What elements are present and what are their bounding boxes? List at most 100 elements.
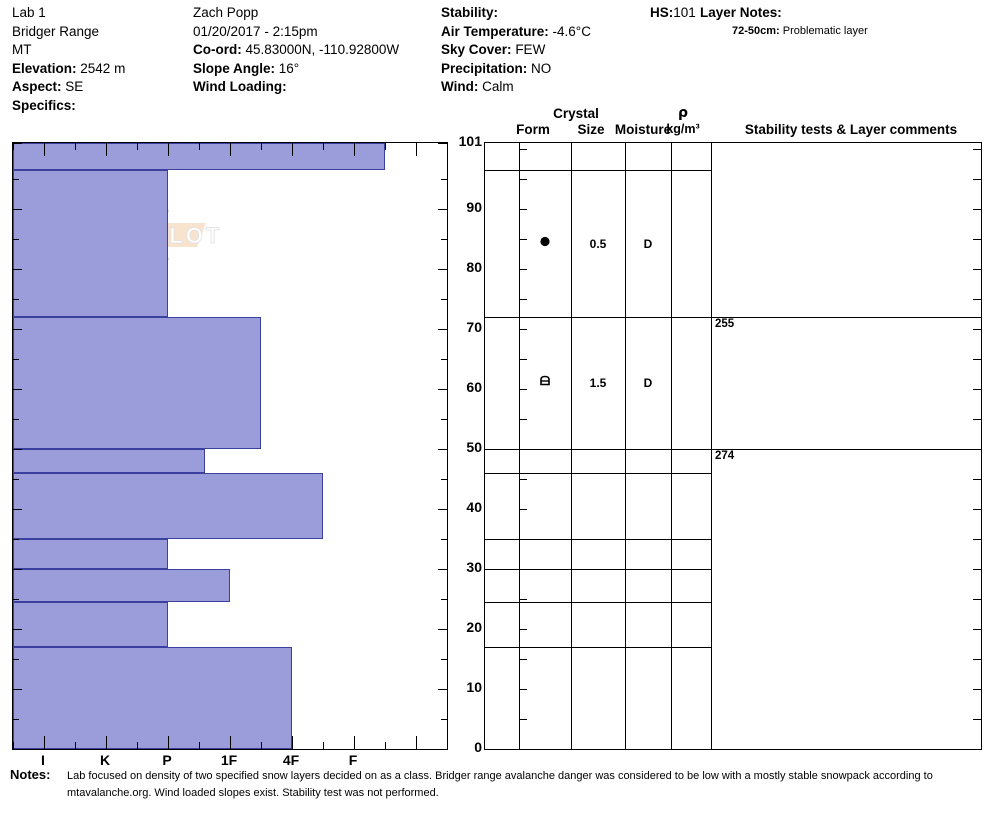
y-axis-label: 10 [466, 679, 482, 695]
table-row-divider [485, 569, 711, 570]
table-row-divider [485, 317, 711, 318]
location-value-4: SE [65, 79, 84, 95]
y-tick-left [13, 599, 19, 600]
y-tick [438, 389, 447, 390]
observation-label-4: Wind Loading: [193, 79, 287, 95]
table-tick [519, 539, 527, 540]
y-tick [438, 209, 447, 210]
y-tick [438, 509, 447, 510]
x-tick [106, 736, 107, 749]
grain-size-cell: 0.5 [589, 236, 607, 251]
column-title-form: Form [516, 122, 550, 137]
hardness-axis-labels: I K P 1F 4F F [12, 752, 448, 772]
table-tick [519, 209, 527, 210]
table-tick [519, 509, 527, 510]
location-label-3: Elevation: [12, 60, 77, 76]
table-tick-right [973, 719, 981, 720]
y-axis-label: 70 [466, 319, 482, 335]
location-value-3: 2542 m [80, 60, 126, 76]
table-tick [519, 569, 527, 570]
melt-freeze-icon [540, 375, 550, 386]
weather-value-2: FEW [515, 42, 546, 58]
y-tick-left [13, 419, 19, 420]
observation-value-2: 45.83000N, -110.92800W [245, 42, 400, 58]
x-tick [447, 742, 448, 749]
x-axis-label: P [162, 752, 172, 768]
table-tick [519, 479, 527, 480]
x-tick-top [230, 143, 231, 156]
table-tick-right [973, 479, 981, 480]
y-axis-label: 80 [466, 259, 482, 275]
x-tick-top [261, 143, 262, 150]
weather-row-0: Stability: [441, 4, 651, 23]
table-tick [519, 659, 527, 660]
x-tick-top [292, 143, 293, 156]
y-tick [438, 329, 447, 330]
y-tick-left [13, 629, 22, 630]
density-divider [711, 317, 981, 318]
table-row-divider [485, 170, 711, 171]
layer-notes-list: 72-50cm: Problematic layer [700, 23, 990, 39]
observation-row-4: Wind Loading: [193, 78, 438, 97]
table-row-divider [485, 647, 711, 648]
x-tick [13, 742, 14, 749]
grain-form-cell [538, 234, 552, 253]
table-column-divider-2 [625, 143, 626, 749]
x-tick [137, 742, 138, 749]
x-tick-top [137, 143, 138, 150]
table-tick [519, 269, 527, 270]
hs-label: HS: [650, 5, 674, 20]
density-value: 274 [715, 450, 735, 462]
location-row-4: Aspect: SE [12, 78, 192, 97]
table-tick [519, 239, 527, 240]
y-tick-left [13, 209, 22, 210]
y-axis-label: 0 [474, 739, 482, 755]
x-tick [416, 736, 417, 749]
table-tick-right [973, 659, 981, 660]
observation-row-2: Co-ord: 45.83000N, -110.92800W [193, 41, 438, 60]
x-tick-top [75, 143, 76, 150]
y-axis-label: 50 [466, 439, 482, 455]
table-tick-right [973, 419, 981, 420]
x-tick-top [106, 143, 107, 156]
y-axis-label: 40 [466, 499, 482, 515]
table-tick [519, 149, 527, 150]
weather-row-3: Precipitation: NO [441, 60, 651, 79]
y-tick-left [13, 539, 19, 540]
y-tick [441, 179, 447, 180]
hardness-bar [13, 569, 230, 602]
table-column-divider-4 [711, 143, 712, 749]
hardness-bar [13, 539, 168, 569]
y-tick-left [13, 269, 22, 270]
y-tick [441, 359, 447, 360]
table-tick-right [973, 599, 981, 600]
table-tick-right [973, 449, 981, 450]
hardness-profile-plot: SNOW PILOT [12, 142, 448, 750]
x-axis-label: K [99, 752, 111, 768]
y-tick [441, 239, 447, 240]
column-title-stability: Stability tests & Layer comments [744, 122, 958, 137]
header-column-layer-notes: Layer Notes: 72-50cm: Problematic layer [700, 4, 990, 39]
notes-text: Lab focused on density of two specified … [67, 770, 933, 799]
y-tick [441, 599, 447, 600]
x-axis-label: 1F [220, 752, 238, 768]
moisture-cell: D [643, 376, 653, 390]
x-tick-top [447, 143, 448, 150]
x-tick-top [416, 143, 417, 156]
hardness-bar [13, 602, 168, 647]
x-tick-top [168, 143, 169, 156]
grain-size-cell: 1.5 [589, 376, 607, 390]
column-title-size: Size [577, 122, 605, 137]
header-column-hs: HS:101 [650, 4, 705, 23]
table-tick [519, 599, 527, 600]
table-tick [519, 329, 527, 330]
y-tick [438, 569, 447, 570]
moisture-cell: D [643, 236, 653, 251]
table-tick-right [973, 359, 981, 360]
weather-value-4: Calm [482, 79, 514, 95]
table-tick-right [973, 269, 981, 270]
table-tick [519, 179, 527, 180]
x-tick [323, 742, 324, 749]
hardness-bar [13, 317, 261, 449]
table-row-divider [485, 602, 711, 603]
